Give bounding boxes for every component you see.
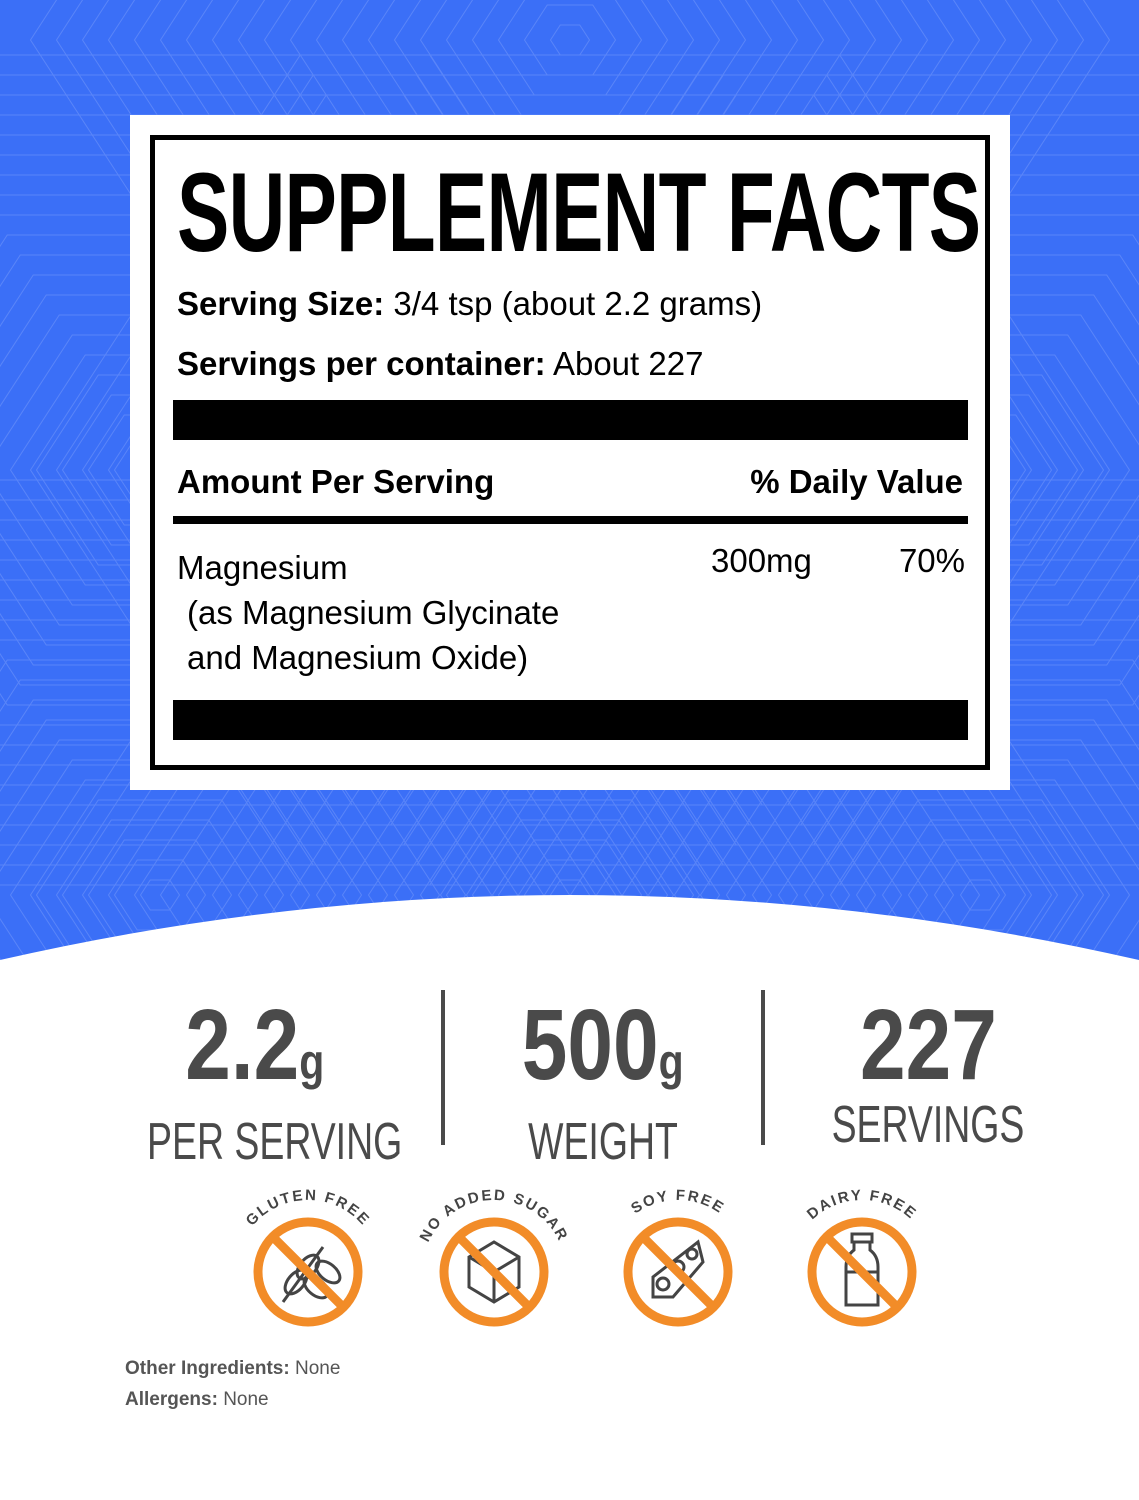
background-hexagon	[0, 599, 545, 1000]
background-hexagon	[113, 859, 207, 931]
background-hexagon	[0, 579, 571, 1000]
background-hexagon	[523, 4, 617, 76]
background-hexagon	[0, 739, 363, 1000]
badge-no-added-sugar: NO ADDED SUGAR	[417, 1187, 572, 1327]
stat-per-serving: 2.2g PER SERVING	[147, 989, 403, 1171]
background-hexagon	[0, 659, 467, 1000]
ingredient-name: Magnesium (as Magnesium Glycinate and Ma…	[177, 549, 560, 676]
background-hexagon	[0, 639, 493, 1000]
ingredient-amount: 300mg	[711, 542, 812, 579]
badge-gluten-free: GLUTEN FREE	[243, 1187, 372, 1327]
stat-weight: 500g WEIGHT	[522, 989, 684, 1171]
stat-divider	[441, 990, 445, 1145]
divider-bar	[173, 700, 968, 740]
background-hexagon	[0, 479, 701, 1000]
stat-servings: 227 SERVINGS	[831, 989, 1025, 1154]
background-hexagon	[0, 499, 675, 1000]
background-hexagon	[139, 879, 181, 911]
divider-line	[173, 516, 968, 524]
svg-text:SOY FREE: SOY FREE	[628, 1187, 728, 1217]
supplement-facts-panel: SUPPLEMENT FACTS Serving Size: 3/4 tsp (…	[130, 115, 1010, 790]
background-hexagon	[959, 879, 1001, 911]
badge-soy-free: SOY FREE	[623, 1187, 733, 1327]
background-hexagon	[549, 24, 591, 56]
other-ingredients: Other Ingredients: None	[125, 1358, 341, 1379]
background-hexagon	[0, 559, 597, 1000]
allergens: Allergens: None	[125, 1389, 269, 1410]
svg-text:NO ADDED SUGAR: NO ADDED SUGAR	[417, 1187, 572, 1245]
background-hexagon	[0, 679, 441, 1000]
facts-title: SUPPLEMENT FACTS	[177, 150, 981, 275]
stat-divider	[761, 990, 765, 1145]
background-hexagon	[0, 519, 649, 1000]
serving-size: Serving Size: 3/4 tsp (about 2.2 grams)	[177, 285, 763, 322]
badge-dairy-free: DAIRY FREE	[804, 1187, 918, 1327]
background-hexagon	[0, 759, 337, 1000]
divider-bar	[173, 400, 968, 440]
amount-per-serving-header: Amount Per Serving	[177, 463, 495, 500]
background-hexagon	[0, 719, 389, 1000]
background-hexagon	[9, 779, 311, 1000]
background-hexagon	[0, 699, 415, 1000]
badges-row: GLUTEN FREE NO ADDED SUGAR SOY FREE DAIR…	[243, 1187, 918, 1327]
ingredient-daily-value: 70%	[898, 542, 965, 579]
servings-per-container: Servings per container: About 227	[177, 345, 704, 382]
background-hexagon	[0, 619, 519, 1000]
daily-value-header: % Daily Value	[750, 463, 963, 500]
background-hexagon	[0, 539, 623, 1000]
background-hexagon	[497, 0, 643, 96]
